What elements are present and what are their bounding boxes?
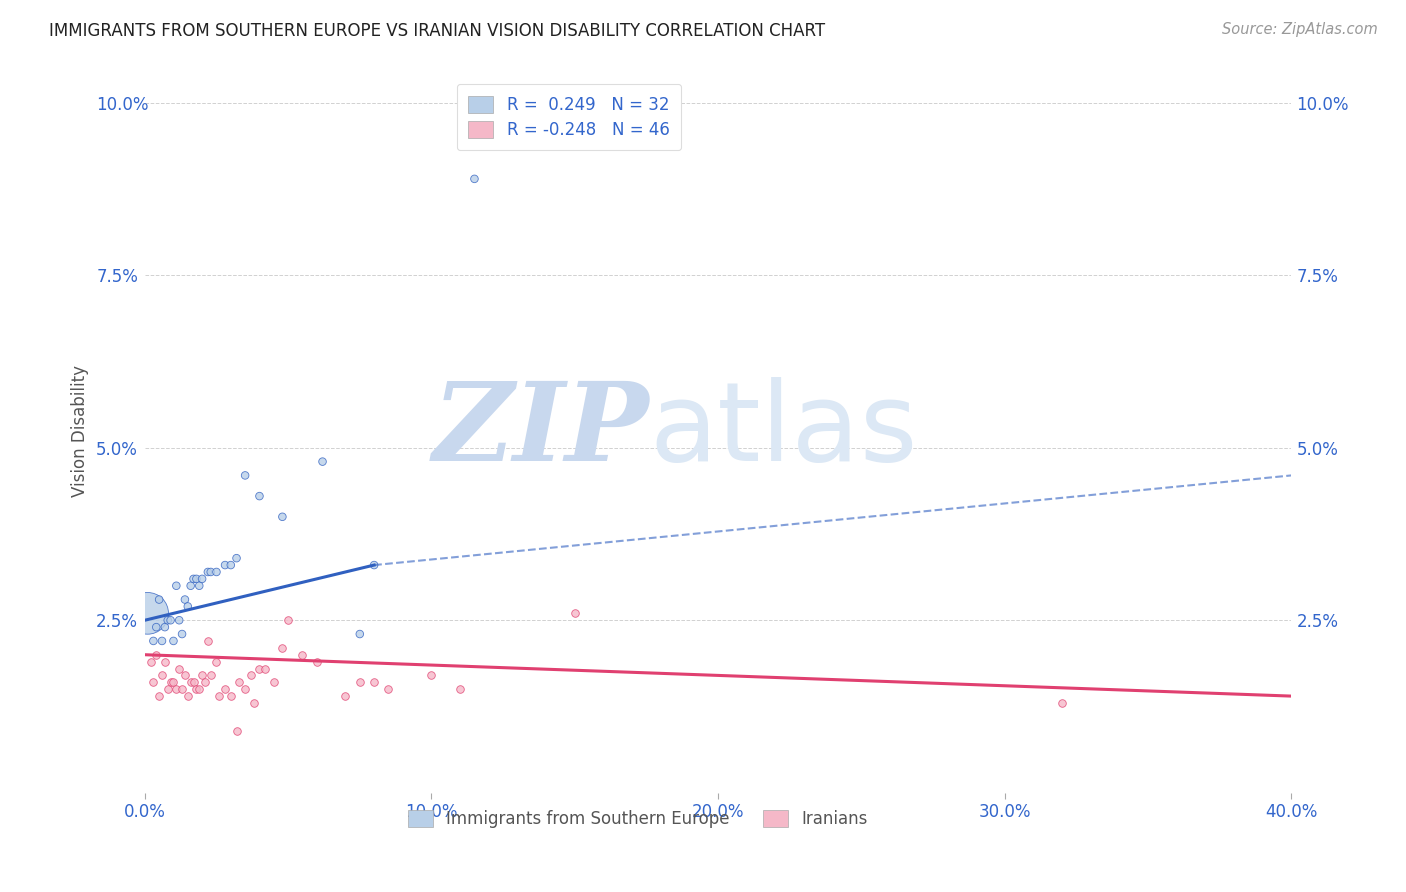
Point xyxy=(239,668,262,682)
Point xyxy=(305,655,328,669)
Point xyxy=(156,613,179,627)
Point xyxy=(228,675,250,690)
Point xyxy=(162,634,184,648)
Point xyxy=(139,655,162,669)
Point xyxy=(205,655,228,669)
Y-axis label: Vision Disability: Vision Disability xyxy=(72,365,89,497)
Point xyxy=(291,648,314,662)
Point xyxy=(349,627,371,641)
Point xyxy=(277,613,299,627)
Point xyxy=(271,509,294,524)
Point xyxy=(188,579,211,593)
Point xyxy=(311,455,333,469)
Point xyxy=(200,668,222,682)
Point xyxy=(249,489,271,503)
Point xyxy=(167,661,190,675)
Point xyxy=(159,675,181,690)
Point xyxy=(214,682,236,697)
Point xyxy=(271,640,294,655)
Point xyxy=(219,558,242,572)
Point xyxy=(167,613,190,627)
Point xyxy=(174,668,197,682)
Point xyxy=(186,572,208,586)
Point xyxy=(449,682,471,697)
Point xyxy=(162,675,184,690)
Point xyxy=(214,558,236,572)
Point xyxy=(564,607,586,621)
Point xyxy=(191,668,214,682)
Point xyxy=(177,599,200,614)
Point xyxy=(377,682,399,697)
Point xyxy=(463,172,485,186)
Point xyxy=(153,655,176,669)
Point xyxy=(170,627,193,641)
Point xyxy=(156,682,179,697)
Point xyxy=(150,634,173,648)
Point xyxy=(249,661,271,675)
Point xyxy=(183,675,205,690)
Text: atlas: atlas xyxy=(650,377,918,484)
Point xyxy=(349,675,371,690)
Point xyxy=(180,675,202,690)
Point xyxy=(219,689,242,703)
Point xyxy=(165,579,187,593)
Point xyxy=(200,565,222,579)
Point xyxy=(233,468,256,483)
Point xyxy=(153,620,176,634)
Point xyxy=(183,572,205,586)
Point xyxy=(180,579,202,593)
Point xyxy=(145,648,167,662)
Point xyxy=(136,607,159,621)
Point xyxy=(208,689,231,703)
Point xyxy=(145,620,167,634)
Point xyxy=(363,675,385,690)
Point xyxy=(170,682,193,697)
Point xyxy=(191,572,214,586)
Point xyxy=(186,682,208,697)
Point xyxy=(263,675,285,690)
Point xyxy=(242,696,264,710)
Point xyxy=(254,661,277,675)
Point xyxy=(225,551,247,566)
Point xyxy=(197,634,219,648)
Point xyxy=(205,565,228,579)
Point xyxy=(1050,696,1073,710)
Legend: Immigrants from Southern Europe, Iranians: Immigrants from Southern Europe, Iranian… xyxy=(401,804,875,835)
Point xyxy=(188,682,211,697)
Point xyxy=(197,565,219,579)
Point xyxy=(150,668,173,682)
Point xyxy=(363,558,385,572)
Point xyxy=(174,592,197,607)
Point xyxy=(420,668,443,682)
Point xyxy=(148,689,170,703)
Point xyxy=(159,613,181,627)
Text: Source: ZipAtlas.com: Source: ZipAtlas.com xyxy=(1222,22,1378,37)
Point xyxy=(165,682,187,697)
Point xyxy=(335,689,357,703)
Text: ZIP: ZIP xyxy=(433,376,650,484)
Point xyxy=(194,675,217,690)
Point xyxy=(177,689,200,703)
Point xyxy=(142,634,165,648)
Point xyxy=(148,592,170,607)
Text: IMMIGRANTS FROM SOUTHERN EUROPE VS IRANIAN VISION DISABILITY CORRELATION CHART: IMMIGRANTS FROM SOUTHERN EUROPE VS IRANI… xyxy=(49,22,825,40)
Point xyxy=(233,682,256,697)
Point xyxy=(225,723,247,738)
Point xyxy=(142,675,165,690)
